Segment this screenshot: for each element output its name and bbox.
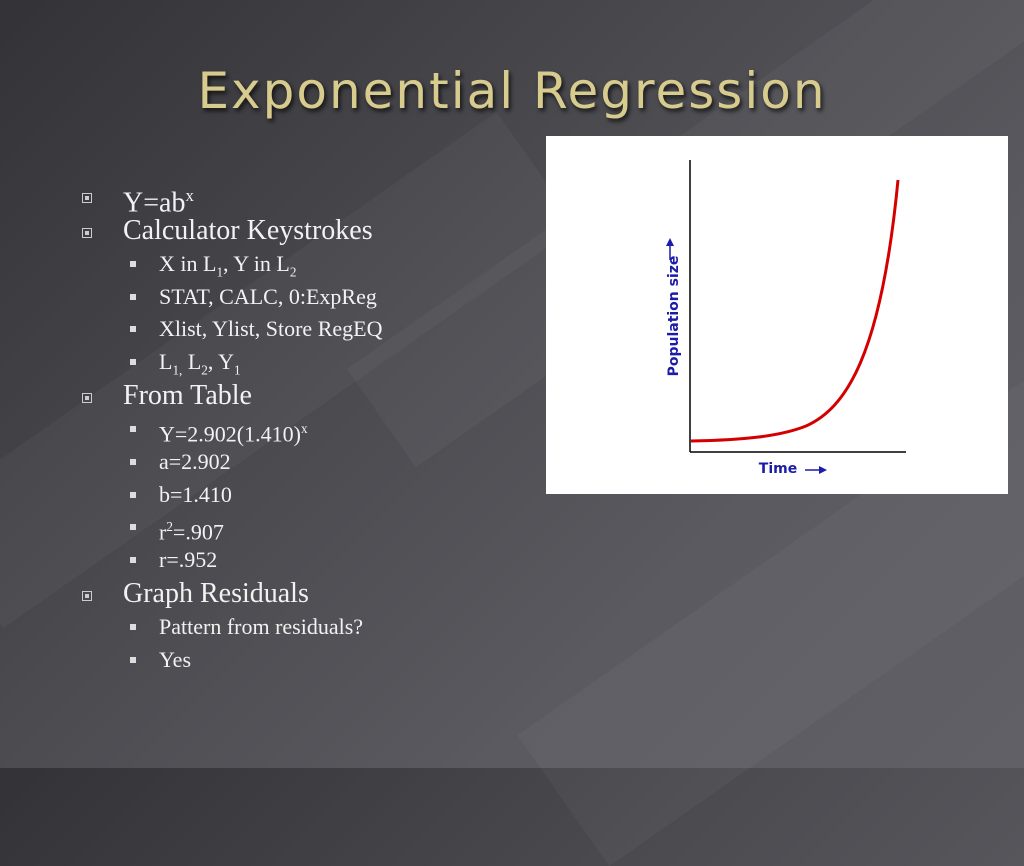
text-run: r=.952 [159,546,218,572]
bullet-item: X in L1, Y in L2 [78,248,518,281]
bullet-marker [130,491,136,498]
bullet-item: r2=.907 [78,511,518,544]
bullet-marker [130,556,136,563]
text-run: Pattern from residuals? [159,614,364,640]
bullet-marker [130,326,136,333]
text-run: L [182,348,202,374]
text-run: Graph Residuals [123,578,309,610]
text-run: From Table [123,380,252,412]
text-run: Yes [159,646,192,672]
text-run: STAT, CALC, 0:ExpReg [159,283,377,309]
y-axis-label: Population size [666,256,682,377]
text-run: Y=ab [123,187,186,219]
bullet-marker [130,524,136,531]
bullet-item: Y=abx [78,178,518,218]
bullet-item: Y=2.902(1.410)x [78,413,518,447]
sup-text: x [300,421,308,437]
bullet-marker [130,261,136,267]
bullet-marker [130,358,136,365]
bullet-item: b=1.410 [78,479,518,512]
bullet-item: Calculator Keystrokes [78,213,518,248]
x-axis-label: Time [759,461,797,477]
bullet-marker [82,393,92,404]
bullet-item: a=2.902 [78,446,518,479]
bullet-item: r=.952 [78,544,518,577]
bullet-marker [82,193,92,203]
sup-text: 2 [166,519,173,535]
bullet-item: Xlist, Ylist, Store RegEQ [78,313,518,346]
bullet-list: Y=abx Calculator Keystrokes X in L1, Y in … [78,178,518,677]
bullet-marker [130,426,136,433]
bullet-marker [130,293,136,300]
bullet-marker [130,624,136,631]
sub-text: 1 [216,264,224,280]
sub-text: 2 [201,362,208,378]
text-run: X in L [159,251,217,276]
bullet-marker [130,458,136,465]
bullet-marker [82,591,92,602]
bullet-marker [130,656,136,663]
sup-text: x [185,186,194,205]
sub-text: 1 [233,362,241,378]
text-run: Y=2.902(1.410) [159,421,301,447]
bullet-item: L1, L2, Y1 [78,346,518,379]
sub-text: 2 [289,264,297,280]
bullet-item: Graph Residuals [78,576,518,611]
text-run: =.907 [172,519,224,545]
bullet-item: From Table [78,378,518,413]
figure: Population size Time [546,136,1008,494]
text-run: Xlist, Ylist, Store RegEQ [159,316,383,342]
text-run: L [159,348,173,374]
bullet-item: STAT, CALC, 0:ExpReg [78,281,518,314]
text-run: Calculator Keystrokes [123,215,373,246]
slide-title: Exponential Regression [197,62,827,120]
text-run: , Y in L [223,251,290,276]
text-run: a=2.902 [159,448,231,474]
bullet-item: Yes [78,644,518,677]
text-run: b=1.410 [159,481,232,507]
text-run: , Y [207,348,234,374]
slide: Exponential Regression Y=abx Calculator K… [0,0,1024,768]
text-run: r [159,519,167,545]
sub-text: 1, [172,362,183,378]
bullet-marker [82,228,92,238]
bullet-item: Pattern from residuals? [78,611,518,644]
